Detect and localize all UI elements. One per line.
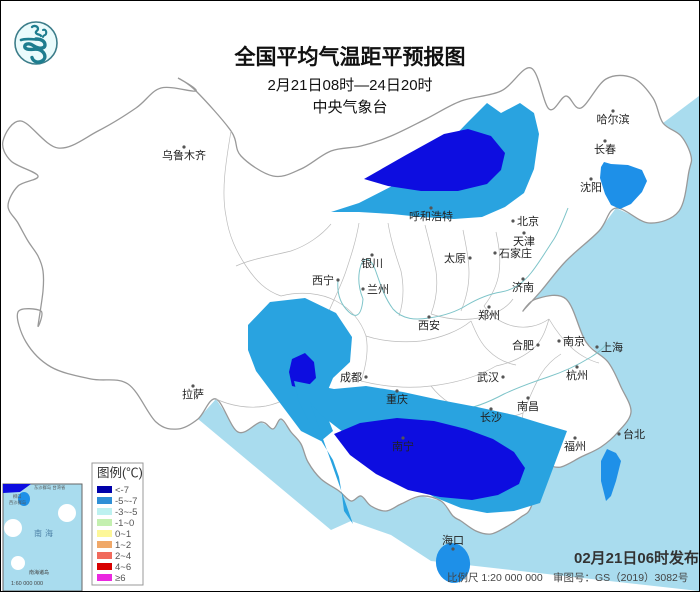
- svg-text:郑州: 郑州: [478, 308, 500, 322]
- svg-text:银川: 银川: [361, 256, 383, 270]
- svg-text:≥6: ≥6: [115, 573, 126, 584]
- svg-text:哈尔滨: 哈尔滨: [597, 112, 630, 126]
- svg-text:-3~-5: -3~-5: [115, 507, 137, 518]
- svg-text:太原: 太原: [444, 252, 466, 265]
- svg-text:柳口: 柳口: [13, 493, 22, 500]
- svg-text:0~1: 0~1: [115, 529, 131, 540]
- svg-text:上海: 上海: [601, 340, 623, 354]
- svg-text:<-7: <-7: [115, 485, 129, 496]
- svg-text:沈阳: 沈阳: [580, 180, 602, 194]
- svg-text:-5~-7: -5~-7: [115, 496, 137, 507]
- svg-text:乌鲁木齐: 乌鲁木齐: [162, 148, 206, 162]
- svg-text:2~4: 2~4: [115, 551, 131, 562]
- svg-text:呼和浩特: 呼和浩特: [409, 209, 453, 223]
- svg-text:中央气象台: 中央气象台: [312, 99, 387, 116]
- svg-text:南京: 南京: [563, 334, 585, 348]
- svg-text:南宁: 南宁: [392, 439, 414, 453]
- svg-text:南昌: 南昌: [517, 400, 539, 413]
- svg-text:兰州: 兰州: [367, 283, 389, 296]
- svg-text:全国平均气温距平预报图: 全国平均气温距平预报图: [234, 45, 466, 69]
- svg-text:西宁: 西宁: [312, 273, 334, 287]
- svg-text:西沙群岛: 西沙群岛: [9, 499, 26, 506]
- svg-text:02月21日06时发布: 02月21日06时发布: [574, 549, 699, 567]
- svg-text:武汉: 武汉: [477, 371, 499, 384]
- svg-text:北京: 北京: [517, 214, 539, 228]
- svg-text:南海: 南海: [34, 528, 56, 538]
- svg-text:西安: 西安: [418, 318, 440, 332]
- svg-text:海口: 海口: [442, 533, 464, 547]
- svg-text:济南: 济南: [512, 280, 534, 294]
- svg-text:天津: 天津: [513, 235, 535, 248]
- svg-text:拉萨: 拉萨: [182, 387, 204, 401]
- svg-text:审图号：GS（2019）3082号: 审图号：GS（2019）3082号: [553, 571, 688, 584]
- svg-text:台北: 台北: [623, 427, 645, 441]
- svg-text:长春: 长春: [594, 143, 616, 156]
- svg-text:杭州: 杭州: [566, 368, 588, 382]
- svg-text:比例尺 1:20 000 000: 比例尺 1:20 000 000: [447, 571, 543, 584]
- svg-text:4~6: 4~6: [115, 562, 131, 573]
- svg-text:1:60 000 000: 1:60 000 000: [11, 581, 43, 587]
- svg-text:2月21日08时—24日20时: 2月21日08时—24日20时: [267, 77, 432, 94]
- svg-text:重庆: 重庆: [386, 392, 408, 406]
- svg-text:东沙群岛 台湾省: 东沙群岛 台湾省: [34, 484, 66, 491]
- svg-text:-1~0: -1~0: [115, 518, 134, 529]
- svg-text:图例(℃): 图例(℃): [97, 466, 143, 480]
- svg-text:合肥: 合肥: [512, 338, 534, 352]
- svg-text:石家庄: 石家庄: [499, 246, 532, 260]
- svg-text:1~2: 1~2: [115, 540, 131, 551]
- svg-text:成都: 成都: [340, 371, 362, 384]
- svg-text:长沙: 长沙: [480, 411, 502, 424]
- svg-text:福州: 福州: [564, 439, 586, 453]
- svg-text:南海诸岛: 南海诸岛: [29, 569, 49, 576]
